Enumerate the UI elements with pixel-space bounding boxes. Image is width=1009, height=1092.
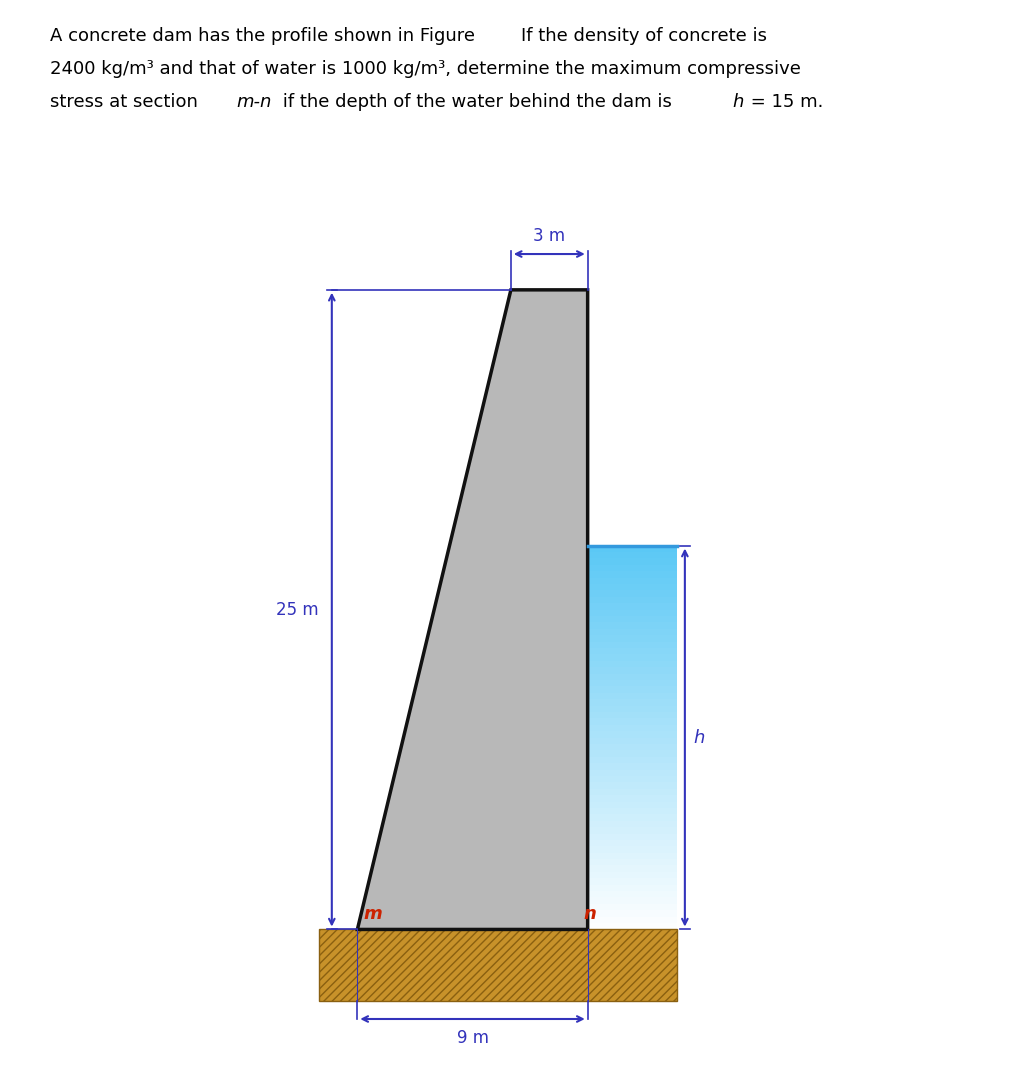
Polygon shape xyxy=(587,661,677,667)
Polygon shape xyxy=(587,565,677,571)
Polygon shape xyxy=(587,558,677,565)
Polygon shape xyxy=(587,744,677,750)
Polygon shape xyxy=(587,636,677,642)
Text: if the depth of the water behind the dam is: if the depth of the water behind the dam… xyxy=(277,93,678,110)
Polygon shape xyxy=(587,616,677,622)
Polygon shape xyxy=(587,654,677,661)
Polygon shape xyxy=(587,891,677,898)
Text: m: m xyxy=(364,905,382,923)
Polygon shape xyxy=(587,795,677,802)
Polygon shape xyxy=(587,853,677,859)
Polygon shape xyxy=(587,699,677,705)
Polygon shape xyxy=(587,629,677,636)
Polygon shape xyxy=(587,571,677,578)
Text: 2400 kg/m³ and that of water is 1000 kg/m³, determine the maximum compressive: 2400 kg/m³ and that of water is 1000 kg/… xyxy=(50,60,801,78)
Text: stress at section: stress at section xyxy=(50,93,204,110)
Polygon shape xyxy=(587,782,677,788)
Polygon shape xyxy=(587,546,677,553)
Polygon shape xyxy=(587,578,677,584)
Polygon shape xyxy=(587,725,677,732)
Polygon shape xyxy=(587,770,677,776)
Polygon shape xyxy=(587,597,677,603)
Polygon shape xyxy=(319,929,677,1001)
Polygon shape xyxy=(587,808,677,815)
Polygon shape xyxy=(587,719,677,725)
Polygon shape xyxy=(587,827,677,833)
Polygon shape xyxy=(587,553,677,558)
Text: 25 m: 25 m xyxy=(276,601,319,619)
Polygon shape xyxy=(587,898,677,904)
Polygon shape xyxy=(357,289,587,929)
Text: 9 m: 9 m xyxy=(456,1030,488,1047)
Polygon shape xyxy=(587,750,677,757)
Polygon shape xyxy=(587,591,677,597)
Polygon shape xyxy=(587,916,677,923)
Polygon shape xyxy=(587,667,677,674)
Polygon shape xyxy=(587,904,677,911)
Text: 3 m: 3 m xyxy=(533,227,565,245)
Polygon shape xyxy=(587,763,677,770)
Polygon shape xyxy=(587,821,677,827)
Polygon shape xyxy=(587,584,677,591)
Polygon shape xyxy=(587,680,677,687)
Polygon shape xyxy=(587,866,677,871)
Text: h: h xyxy=(694,728,705,747)
Polygon shape xyxy=(587,802,677,808)
Polygon shape xyxy=(587,692,677,699)
Text: n: n xyxy=(584,905,596,923)
Polygon shape xyxy=(587,687,677,692)
Polygon shape xyxy=(587,642,677,648)
Text: A concrete dam has the profile shown in Figure        If the density of concrete: A concrete dam has the profile shown in … xyxy=(50,27,768,45)
Polygon shape xyxy=(587,776,677,782)
Polygon shape xyxy=(587,815,677,821)
Polygon shape xyxy=(587,833,677,840)
Polygon shape xyxy=(587,878,677,885)
Text: m-n: m-n xyxy=(236,93,271,110)
Polygon shape xyxy=(587,609,677,616)
Polygon shape xyxy=(587,603,677,609)
Polygon shape xyxy=(587,648,677,654)
Polygon shape xyxy=(587,712,677,719)
Polygon shape xyxy=(587,757,677,763)
Polygon shape xyxy=(587,846,677,853)
Polygon shape xyxy=(587,840,677,846)
Text: h: h xyxy=(733,93,744,110)
Polygon shape xyxy=(587,674,677,680)
Polygon shape xyxy=(587,885,677,891)
Polygon shape xyxy=(587,923,677,929)
Polygon shape xyxy=(587,871,677,878)
Polygon shape xyxy=(587,788,677,795)
Polygon shape xyxy=(587,732,677,737)
Polygon shape xyxy=(587,911,677,916)
Polygon shape xyxy=(587,705,677,712)
Polygon shape xyxy=(587,622,677,629)
Polygon shape xyxy=(587,859,677,866)
Polygon shape xyxy=(587,737,677,744)
Text: = 15 m.: = 15 m. xyxy=(745,93,823,110)
